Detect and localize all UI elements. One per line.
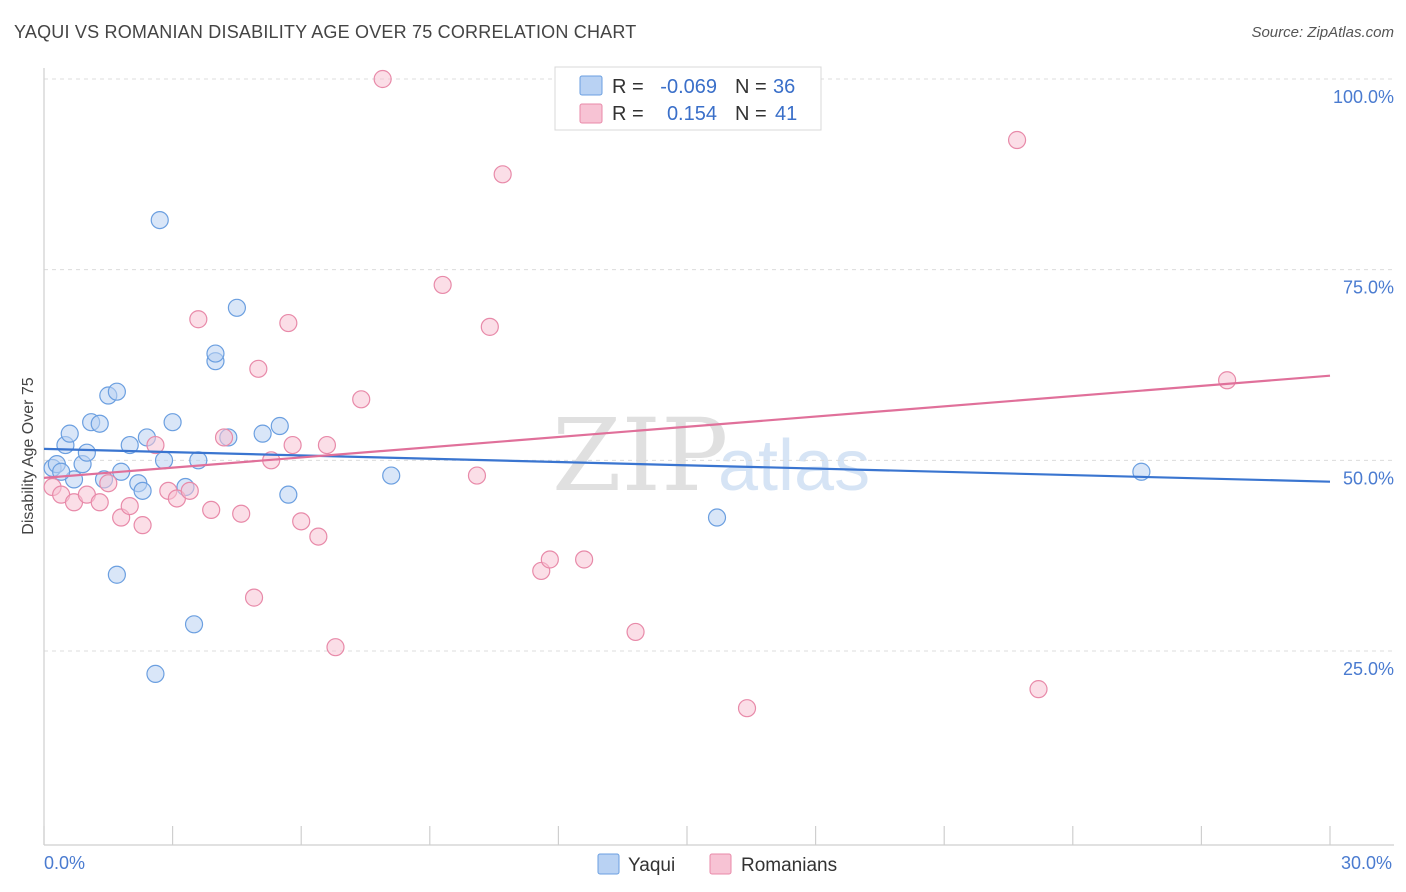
point-romanians-24 [279,313,298,333]
point-yaqui-16 [154,451,174,470]
y-tick-label-25: 25.0% [1343,659,1394,679]
x-tick-label-min: 0.0% [44,853,85,873]
point-romanians-9 [146,435,165,455]
source-credit: Source: ZipAtlas.com [1251,24,1394,41]
point-romanians-20 [292,512,311,531]
point-romanians-26 [352,390,371,409]
point-romanians-23 [189,310,208,329]
point-romanians-34 [575,550,594,569]
legend-n-label-yaqui: N = [735,76,767,98]
point-yaqui-27 [150,210,169,230]
point-yaqui-24 [253,424,272,443]
point-romanians-5 [99,474,118,493]
point-yaqui-17 [163,413,182,432]
y-tick-labels: 25.0% 50.0% 75.0% 100.0% [1333,87,1394,679]
point-romanians-17 [249,359,268,378]
point-romanians-30 [480,317,499,336]
point-romanians-22 [317,435,337,455]
point-romanians-13 [202,500,221,520]
series-label-romanians: Romanians [741,855,837,876]
y-axis-label: Disability Age Over 75 [20,377,37,535]
point-yaqui-31 [382,466,401,485]
point-yaqui-23 [227,298,246,317]
series-label-yaqui: Yaqui [628,855,675,876]
legend-r-value-romanians: 0.154 [667,103,717,125]
point-romanians-28 [433,275,452,295]
legend-swatch-romanians [579,103,603,124]
legend-r-label-yaqui: R = [612,76,644,98]
legend-r-label-romanians: R = [612,103,644,125]
legend-n-value-romanians: 41 [775,103,797,125]
grid [44,78,1394,652]
point-romanians-19 [283,435,302,455]
y-tick-label-75: 75.0% [1343,278,1394,298]
series-swatch-yaqui [597,853,620,875]
legend-n-value-yaqui: 36 [773,76,795,98]
point-romanians-40 [1218,371,1237,390]
legend-n-label-romanians: N = [735,103,767,125]
point-yaqui-6 [77,443,96,462]
point-yaqui-32 [707,508,727,527]
point-yaqui-29 [184,615,204,634]
chart-title: YAQUI VS ROMANIAN DISABILITY AGE OVER 75… [14,22,637,42]
point-romanians-21 [309,527,328,546]
trend-lines [43,374,1331,483]
point-romanians-35 [626,622,645,642]
point-romanians-8 [133,516,152,535]
point-yaqui-25 [270,416,289,436]
point-yaqui-30 [146,664,165,683]
trend-line-yaqui [43,447,1331,483]
point-romanians-39 [1029,680,1048,699]
trend-line-romanians [43,374,1331,479]
point-yaqui-28 [107,565,126,584]
point-romanians-38 [1007,130,1027,150]
data-points [43,69,1237,718]
point-yaqui-21 [206,344,225,363]
point-yaqui-10 [107,382,126,401]
point-yaqui-3 [60,424,79,443]
point-romanians-14 [214,428,234,447]
point-romanians-33 [540,550,559,569]
point-romanians-7 [120,496,139,516]
point-romanians-16 [244,588,264,607]
watermark-zip: ZIP [552,397,728,514]
legend-swatch-yaqui [579,75,603,96]
point-romanians-12 [180,481,199,500]
point-romanians-36 [737,699,757,718]
point-romanians-4 [90,493,109,512]
legend-r-value-yaqui: -0.069 [660,76,717,98]
x-ticks [43,826,1331,845]
point-yaqui-14 [133,481,152,500]
point-romanians-15 [232,504,251,523]
point-yaqui-26 [279,485,298,504]
point-romanians-31 [493,165,512,184]
point-romanians-25 [326,638,345,657]
y-tick-label-50: 50.0% [1343,468,1394,488]
stats-legend: R = -0.069 N = 36 R = 0.154 N = 41 [554,66,822,131]
point-romanians-27 [373,69,392,89]
point-yaqui-8 [90,414,109,433]
series-legend: Yaqui Romanians [597,853,837,876]
point-yaqui-12 [120,435,139,455]
point-romanians-29 [467,466,487,485]
x-tick-label-max: 30.0% [1341,853,1392,873]
y-tick-label-100: 100.0% [1333,87,1394,107]
series-swatch-romanians [709,853,732,875]
